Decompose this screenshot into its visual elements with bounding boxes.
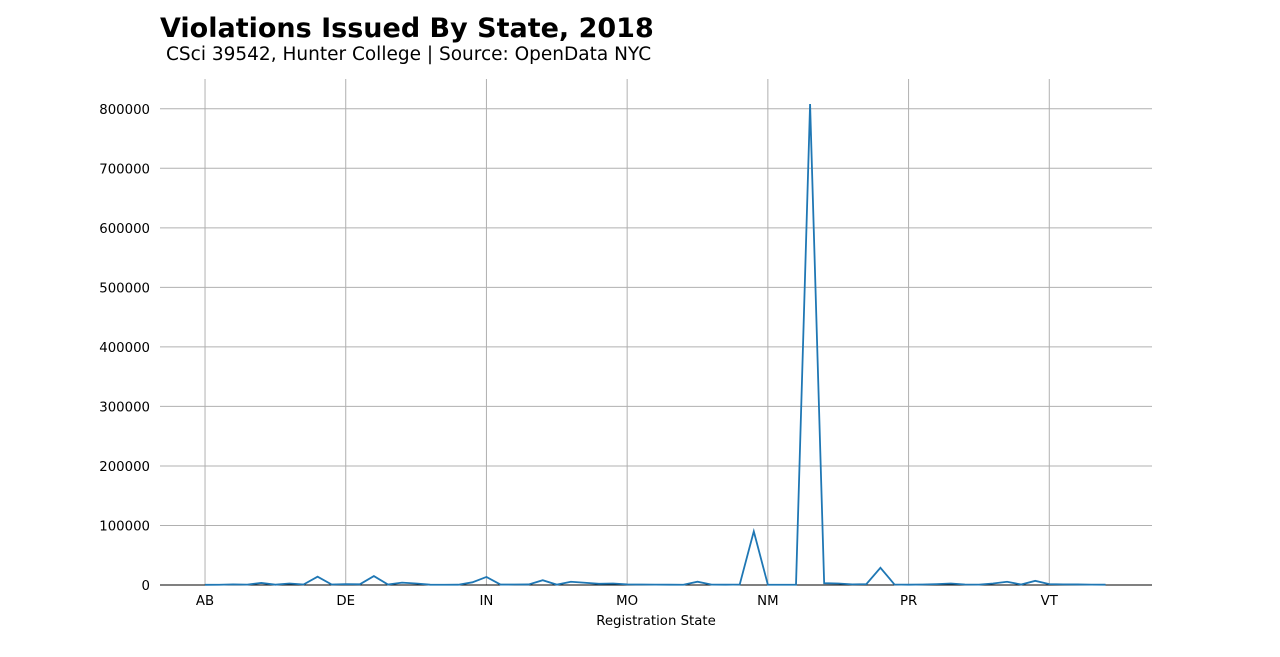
chart-subtitle: CSci 39542, Hunter College | Source: Ope…: [166, 44, 652, 65]
y-tick-label: 500000: [99, 281, 150, 296]
x-tick-label: PR: [900, 594, 917, 609]
y-tick-labels: 0 100000 200000 300000 400000 500000 600000 700…: [99, 103, 150, 594]
x-tick-label: MO: [616, 594, 638, 609]
x-tick-label: NM: [757, 594, 778, 609]
y-tick-label: 700000: [99, 162, 150, 177]
y-tick-label: 400000: [99, 341, 150, 356]
y-tick-label: 300000: [99, 400, 150, 415]
x-axis-label: Registration State: [596, 614, 716, 629]
y-gridlines: [160, 108, 1152, 526]
x-tick-label: DE: [336, 594, 355, 609]
y-tick-label: 200000: [99, 460, 150, 475]
series-line: [205, 103, 1106, 586]
y-tick-label: 800000: [99, 103, 150, 118]
y-tick-label: 100000: [99, 519, 150, 534]
x-tick-label: IN: [480, 594, 494, 609]
x-tick-label: VT: [1041, 594, 1059, 609]
y-tick-label: 600000: [99, 222, 150, 237]
chart-title: Violations Issued By State, 2018: [160, 13, 654, 44]
x-tick-label: AB: [196, 594, 214, 609]
x-tick-labels: AB DE IN MO NM PR VT: [196, 594, 1059, 609]
x-gridlines: [204, 79, 1050, 585]
y-tick-label: 0: [142, 579, 150, 594]
